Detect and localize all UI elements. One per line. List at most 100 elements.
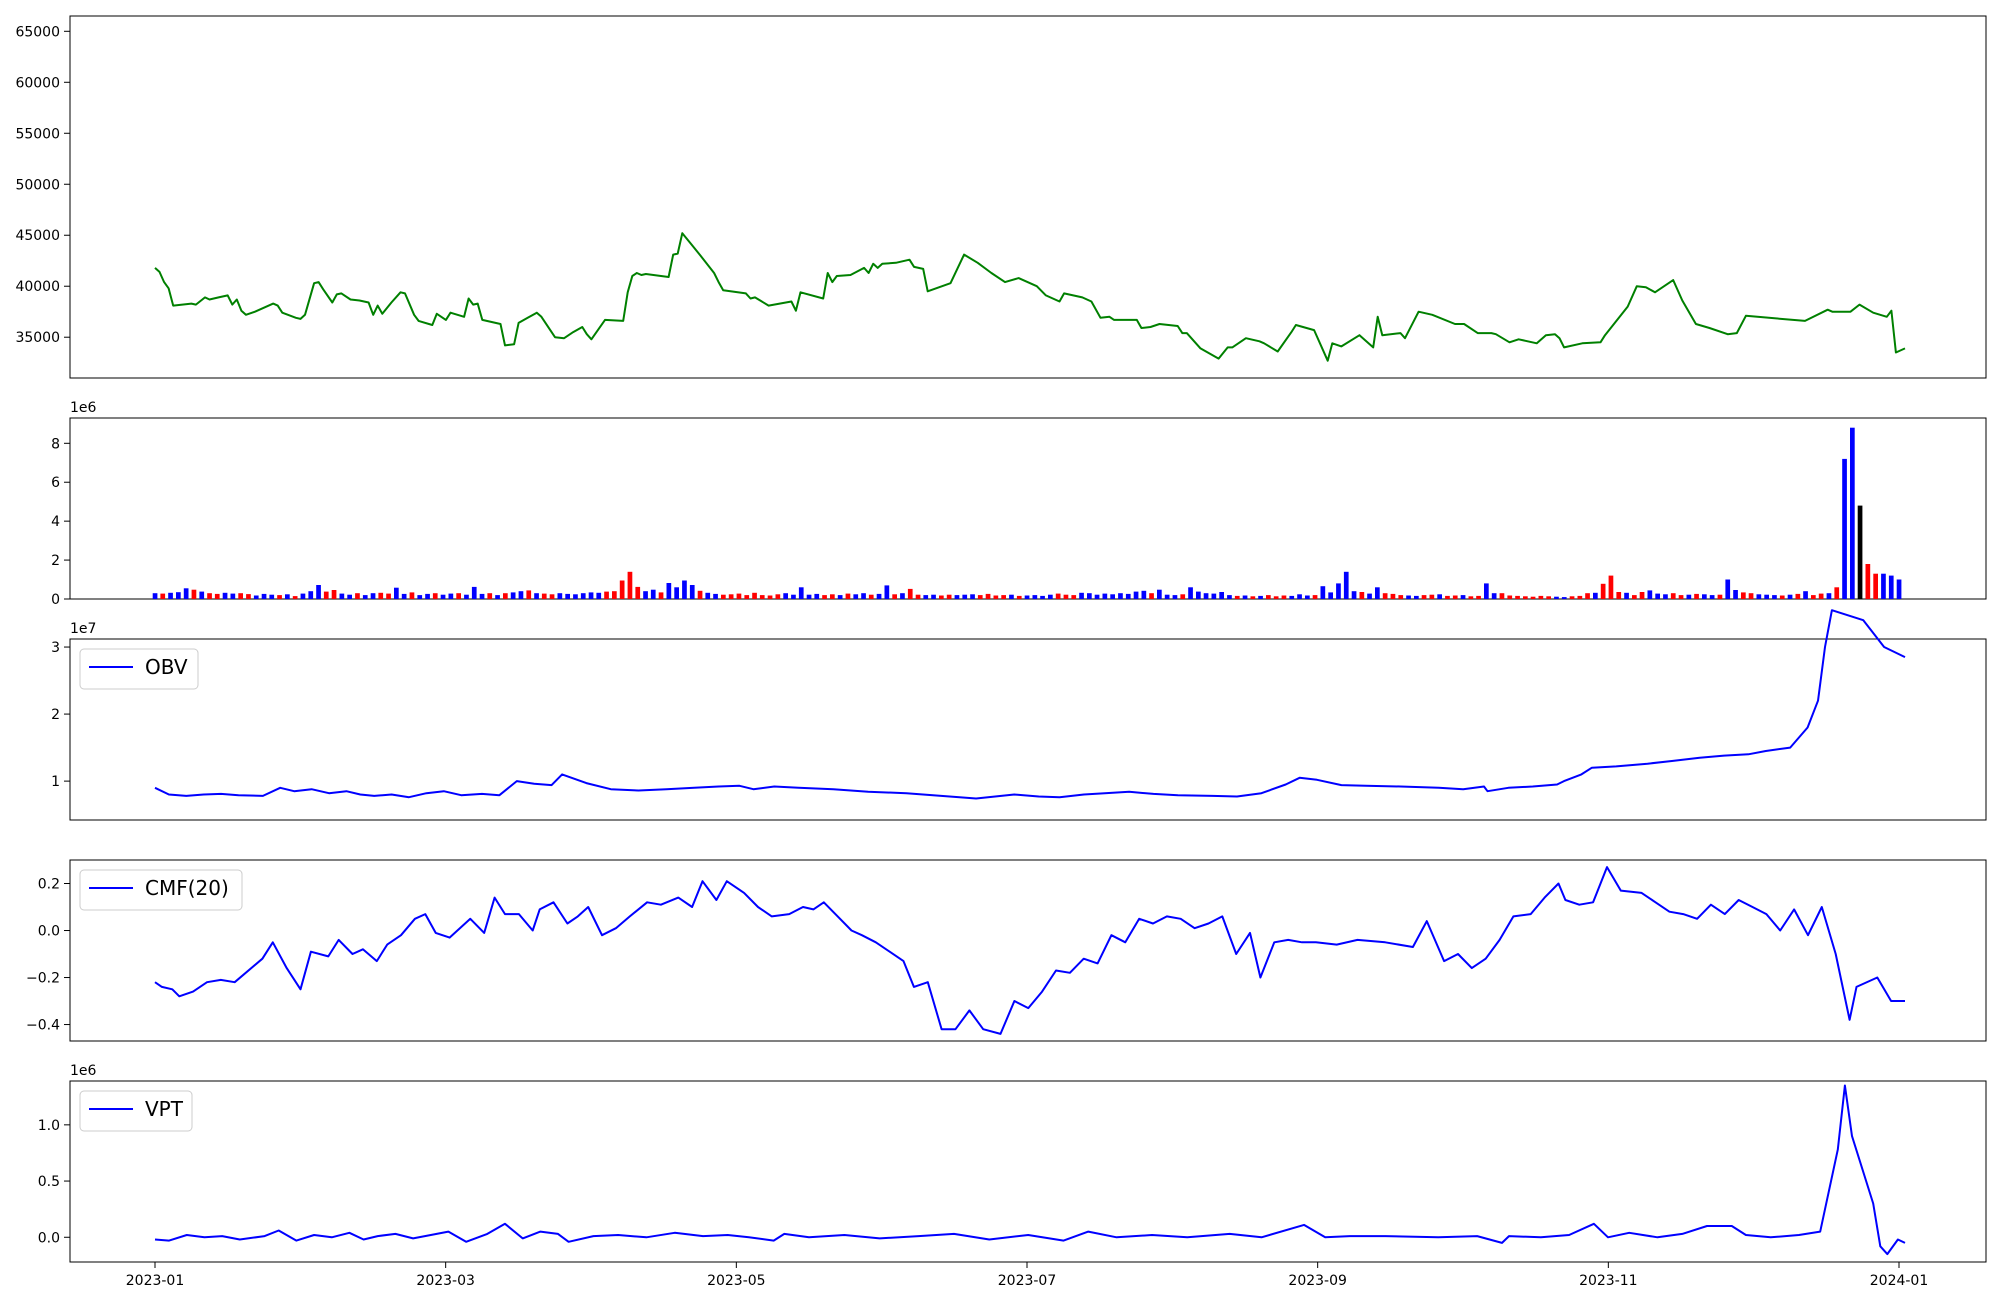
volume-bar <box>160 593 166 599</box>
x-tick-label: 2023-01 <box>126 1273 185 1289</box>
vpt-panel-frame <box>69 1080 1987 1263</box>
volume-bar <box>1359 592 1365 599</box>
volume-bar <box>1141 590 1147 599</box>
x-tick-label: 2023-11 <box>1579 1273 1638 1289</box>
volume-bar <box>1468 596 1474 599</box>
volume-bar <box>1048 594 1053 599</box>
volume-bar <box>316 585 321 599</box>
x-tick-label: 2023-03 <box>416 1273 475 1289</box>
volume-bar <box>1593 592 1598 599</box>
volume-bar <box>977 595 983 599</box>
volume-bar <box>191 589 197 599</box>
volume-bar <box>1803 591 1808 599</box>
volume-bar <box>510 592 516 599</box>
volume-bar <box>214 593 220 599</box>
price-y-tick-label: 45000 <box>15 228 60 244</box>
volume-bar <box>736 593 742 599</box>
volume-bar <box>1717 594 1723 599</box>
volume-bar <box>1219 592 1224 599</box>
volume-bar <box>1842 458 1847 599</box>
volume-bar <box>1655 593 1660 599</box>
price-panel: 35000 40000 45000 50000 55000 60000 65000 <box>15 15 1987 379</box>
volume-bar <box>1616 592 1622 599</box>
volume-bar <box>1764 594 1769 599</box>
volume-bar <box>892 594 897 599</box>
volume-bar <box>658 592 664 599</box>
volume-bar <box>1320 586 1326 599</box>
volume-bar <box>1227 595 1232 599</box>
vpt-line-0 <box>154 1084 1906 1256</box>
volume-bar <box>557 593 563 599</box>
volume-bar <box>1055 593 1061 599</box>
volume-bar <box>464 594 469 599</box>
volume-y-tick-label: 0 <box>51 592 60 608</box>
volume-bar <box>1328 592 1333 599</box>
volume-bar <box>759 595 765 599</box>
volume-bar <box>666 583 672 599</box>
volume-bar <box>1188 587 1193 599</box>
volume-bar <box>853 594 859 599</box>
obv-panel: 1e7 1 2 3 OBV <box>51 609 1987 821</box>
obv-y-tick-label: 3 <box>51 640 60 656</box>
volume-bar <box>705 592 711 599</box>
volume-bar <box>471 586 477 599</box>
volume-bar <box>907 588 913 599</box>
volume-bar <box>1554 596 1559 599</box>
volume-bar <box>261 593 267 599</box>
volume-bar <box>1888 575 1894 599</box>
volume-bar <box>1452 595 1458 599</box>
vpt-legend-label: VPT <box>145 1097 184 1121</box>
volume-bar <box>549 594 555 599</box>
volume-bar <box>1133 591 1139 599</box>
volume-bar <box>939 595 944 599</box>
volume-bar <box>1530 596 1536 599</box>
volume-bar <box>269 594 275 599</box>
volume-bar <box>176 592 181 599</box>
volume-bar <box>541 593 547 599</box>
price-y-tick-label: 60000 <box>15 75 60 91</box>
vpt-y-tick-label: 0.0 <box>38 1230 60 1246</box>
cmf-legend: CMF(20) <box>79 869 243 911</box>
volume-bar <box>1834 587 1840 599</box>
volume-bar <box>1725 579 1731 599</box>
volume-y-tick-label: 2 <box>51 553 60 569</box>
volume-bar <box>689 585 695 599</box>
volume-bar <box>1242 595 1248 599</box>
volume-bar <box>1484 583 1489 599</box>
volume-bar <box>791 594 796 599</box>
volume-bar <box>1001 595 1006 599</box>
volume-bar <box>409 592 415 599</box>
volume-bar <box>1016 595 1022 599</box>
volume-bar <box>954 595 960 599</box>
volume-bar <box>448 593 454 599</box>
volume-bar <box>425 593 430 599</box>
volume-bar <box>962 594 968 599</box>
volume-bar <box>534 593 539 599</box>
volume-bar <box>1118 593 1123 599</box>
volume-bar <box>432 593 438 599</box>
volume-bar <box>1172 595 1178 599</box>
volume-bar <box>1258 595 1263 599</box>
cmf-panel-frame <box>69 859 1987 1042</box>
volume-bar <box>1561 597 1567 599</box>
volume-bar <box>1406 595 1411 599</box>
volume-bar <box>417 595 423 599</box>
volume-bar <box>1600 583 1606 599</box>
volume-bar <box>830 594 835 599</box>
vpt-offset-label: 1e6 <box>70 1063 97 1079</box>
volume-bar <box>1157 589 1162 599</box>
price-y-ticks: 35000 40000 45000 50000 55000 60000 65000 <box>15 24 70 346</box>
volume-bar <box>1305 595 1310 599</box>
volume-bar <box>308 591 314 599</box>
volume-bar <box>1071 595 1077 599</box>
volume-bar <box>394 587 399 599</box>
volume-bar <box>487 593 493 599</box>
price-y-tick-label: 65000 <box>15 24 60 40</box>
volume-bar <box>1515 595 1520 599</box>
volume-bar <box>697 590 703 599</box>
volume-bar <box>752 592 757 599</box>
obv-legend-box <box>79 648 199 690</box>
volume-bar <box>347 594 352 599</box>
volume-bar <box>1811 595 1816 599</box>
